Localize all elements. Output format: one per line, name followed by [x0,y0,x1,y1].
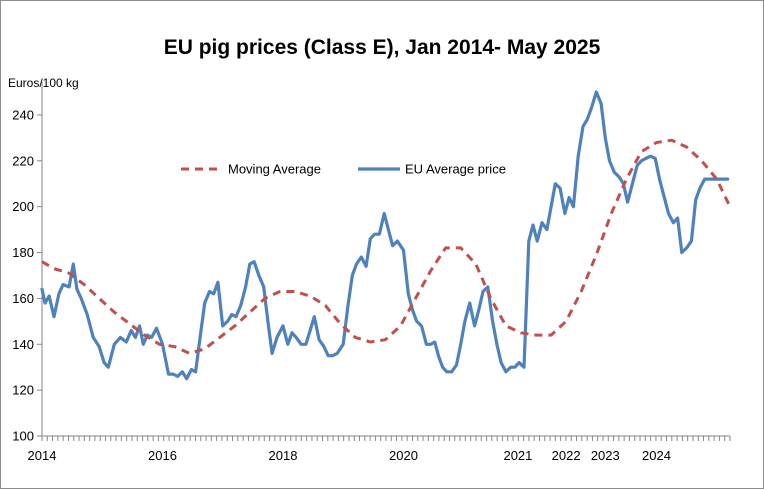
x-tick-label: 2024 [642,448,671,463]
y-axis-label: Euros/100 kg [8,76,79,90]
legend-label-eu-average-price: EU Average price [405,162,506,177]
x-tick-label: 2018 [269,448,298,463]
y-tick-label: 180 [12,245,34,260]
x-tick-label: 2016 [148,448,177,463]
x-tick-label: 2023 [591,448,620,463]
x-tick-label: 2022 [552,448,581,463]
y-tick-label: 200 [12,199,34,214]
y-tick-label: 160 [12,291,34,306]
y-tick-label: 240 [12,107,34,122]
y-tick-label: 120 [12,383,34,398]
y-tick-label: 100 [12,429,34,444]
y-tick-label: 220 [12,153,34,168]
x-tick-label: 2014 [28,448,57,463]
moving-average-line [41,138,732,355]
x-tick-label: 2020 [389,448,418,463]
x-tick-label: 2021 [503,448,532,463]
eu-average-price-line [40,90,730,381]
legend-label-moving-average: Moving Average [228,162,321,177]
chart-title: EU pig prices (Class E), Jan 2014- May 2… [163,36,601,59]
y-tick-label: 140 [12,337,34,352]
